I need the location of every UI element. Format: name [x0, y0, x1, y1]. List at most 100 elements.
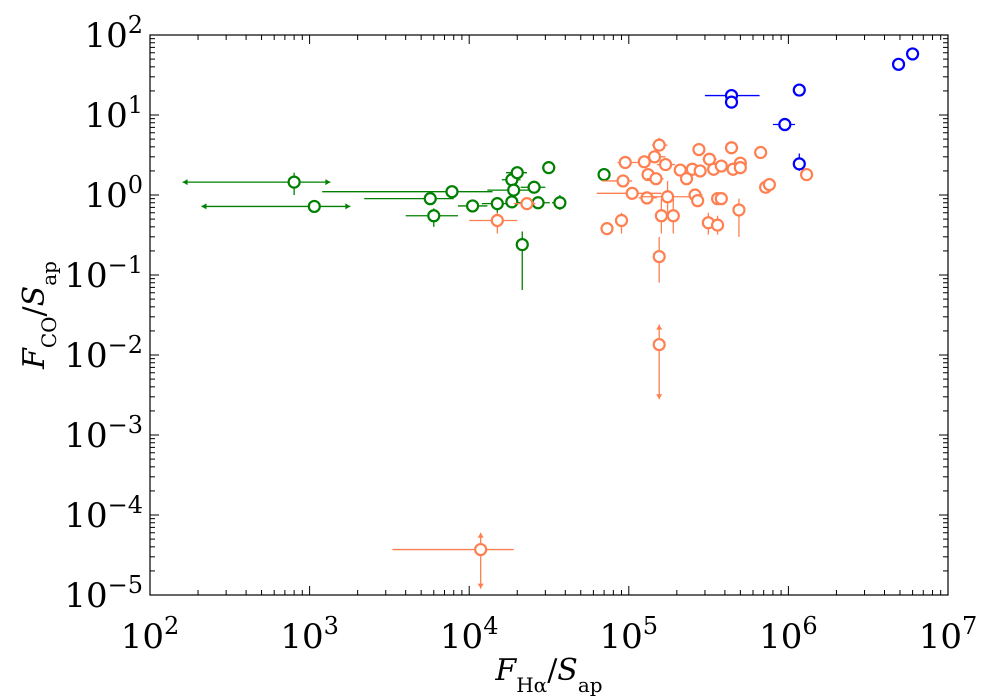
y-axis-title: FCO/Sap [17, 261, 61, 370]
data-point [799, 167, 814, 182]
data-point [714, 192, 728, 206]
marker-orange [666, 209, 680, 223]
data-point [405, 208, 458, 227]
marker-green [553, 196, 567, 210]
error-arrow [656, 324, 663, 330]
data-point [602, 174, 633, 188]
series-green [182, 161, 611, 290]
x-axis-title: FHα/Sap [494, 653, 602, 697]
marker-orange [762, 177, 776, 192]
data-point [542, 161, 556, 175]
marker-blue [905, 47, 920, 61]
marker-orange [679, 172, 694, 186]
marker-green [527, 180, 541, 194]
marker-orange [474, 542, 488, 557]
series-blue [704, 47, 920, 171]
error-arrow [477, 583, 484, 589]
marker-orange [658, 157, 673, 172]
marker-orange [654, 209, 668, 223]
data-point [693, 164, 707, 178]
labels-layer: 102 103 104 105 106 107 10−5 10−4 10−3 10−2 10−1 10… [64, 11, 977, 657]
data-point [600, 222, 614, 236]
marker-orange [691, 194, 705, 208]
data-point [322, 185, 493, 199]
marker-orange [652, 249, 666, 264]
marker-orange [710, 218, 725, 232]
data-layer [182, 47, 920, 589]
error-arrow [182, 179, 188, 186]
data-point [654, 198, 668, 234]
data-point [792, 153, 806, 171]
data-point [652, 324, 666, 400]
marker-orange [614, 213, 629, 228]
marker-green [287, 175, 301, 189]
error-arrow [325, 179, 331, 186]
marker-orange [733, 161, 747, 175]
marker-orange [625, 186, 639, 200]
marker-orange [754, 145, 768, 160]
data-point [513, 197, 536, 211]
marker-orange [693, 164, 707, 178]
series-orange [392, 137, 814, 589]
data-point [457, 199, 488, 213]
data-point [487, 183, 533, 197]
error-arrow [477, 532, 484, 538]
data-point [666, 196, 680, 234]
marker-orange [618, 155, 632, 170]
data-point [762, 177, 776, 192]
marker-green [531, 196, 545, 210]
marker-orange [490, 213, 504, 228]
x-tick-label: 102 [121, 612, 180, 657]
marker-green [307, 199, 321, 214]
marker-orange [520, 197, 534, 211]
marker-orange [652, 138, 666, 152]
marker-green [515, 237, 529, 252]
marker-green [510, 166, 524, 180]
data-point [679, 172, 694, 186]
y-tick-label: 101 [84, 91, 143, 136]
marker-green [445, 185, 459, 199]
data-point [905, 47, 920, 61]
data-point [724, 141, 739, 155]
data-point [692, 142, 706, 157]
marker-blue [724, 95, 739, 109]
data-point [733, 161, 747, 175]
data-point [638, 191, 657, 205]
data-point [614, 212, 629, 234]
x-tick-label: 104 [440, 612, 499, 657]
data-point [792, 83, 806, 97]
data-point [891, 57, 906, 71]
data-point [392, 532, 514, 589]
marker-green [542, 161, 556, 175]
x-tick-label: 106 [759, 612, 818, 657]
x-tick-label: 105 [600, 612, 659, 657]
marker-green [427, 209, 441, 223]
data-point [201, 199, 351, 214]
ticks-layer [149, 34, 949, 596]
x-tick-label: 103 [280, 612, 339, 657]
marker-green [490, 197, 504, 211]
data-point [732, 198, 746, 237]
data-point [714, 159, 728, 173]
y-tick-label: 100 [84, 171, 143, 216]
data-point [656, 157, 676, 172]
data-point [597, 167, 611, 182]
marker-green [423, 192, 437, 206]
data-point [182, 172, 331, 195]
plot-frame [149, 34, 949, 596]
error-arrow [345, 203, 351, 210]
marker-orange [652, 337, 666, 352]
marker-blue [792, 157, 806, 171]
marker-blue [792, 83, 806, 97]
marker-orange [649, 172, 663, 186]
data-point [551, 195, 567, 210]
marker-orange [600, 222, 614, 236]
marker-orange [673, 163, 687, 177]
marker-orange [616, 174, 630, 188]
marker-orange [714, 159, 728, 173]
data-point [505, 166, 527, 180]
marker-green [465, 199, 480, 213]
marker-blue [778, 117, 792, 132]
y-tick-label: 10−4 [64, 491, 143, 536]
